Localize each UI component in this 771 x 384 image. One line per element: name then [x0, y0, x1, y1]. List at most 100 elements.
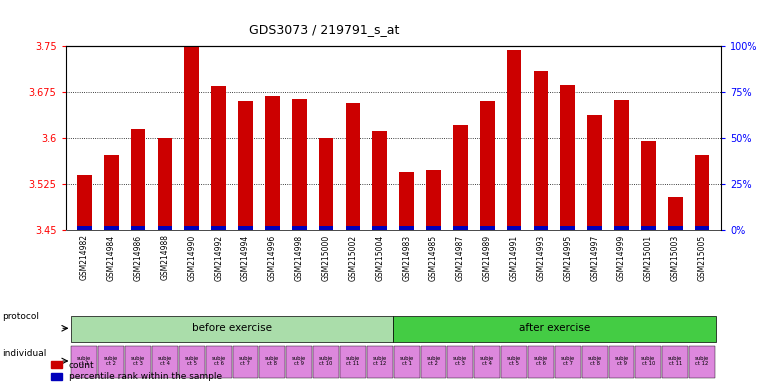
Text: subje
ct 4: subje ct 4 [158, 356, 172, 366]
Text: subje
ct 2: subje ct 2 [104, 356, 118, 366]
Bar [157, 226, 172, 230]
Text: subje
ct 8: subje ct 8 [265, 356, 279, 366]
Text: GSM214988: GSM214988 [160, 234, 170, 280]
FancyBboxPatch shape [421, 346, 446, 378]
Bar [668, 197, 682, 230]
Text: GSM214982: GSM214982 [80, 234, 89, 280]
FancyBboxPatch shape [689, 346, 715, 378]
Text: subje
ct 7: subje ct 7 [238, 356, 253, 366]
Text: GSM215001: GSM215001 [644, 234, 653, 281]
Bar [265, 96, 280, 230]
Text: subje
ct 2: subje ct 2 [426, 356, 440, 366]
Bar [480, 226, 495, 230]
Text: subje
ct 11: subje ct 11 [668, 356, 682, 366]
Bar [480, 101, 495, 230]
FancyBboxPatch shape [179, 346, 204, 378]
FancyBboxPatch shape [72, 346, 97, 378]
Bar [614, 100, 629, 230]
FancyBboxPatch shape [447, 346, 473, 378]
Bar [588, 226, 602, 230]
FancyBboxPatch shape [125, 346, 151, 378]
Bar [695, 226, 709, 230]
Text: GSM214986: GSM214986 [133, 234, 143, 281]
Bar [372, 226, 387, 230]
FancyBboxPatch shape [394, 346, 419, 378]
Text: GSM214990: GSM214990 [187, 234, 197, 281]
FancyBboxPatch shape [662, 346, 689, 378]
Bar [399, 226, 414, 230]
Text: GDS3073 / 219791_s_at: GDS3073 / 219791_s_at [248, 23, 399, 36]
Text: GSM215004: GSM215004 [375, 234, 384, 281]
Bar [211, 226, 226, 230]
Bar [77, 175, 92, 230]
Text: GSM214996: GSM214996 [268, 234, 277, 281]
Text: GSM214997: GSM214997 [590, 234, 599, 281]
Bar [453, 226, 468, 230]
Text: subje
ct 9: subje ct 9 [614, 356, 628, 366]
Text: subje
ct 1: subje ct 1 [77, 356, 92, 366]
Bar [453, 125, 468, 230]
Text: subje
ct 6: subje ct 6 [211, 356, 226, 366]
Text: before exercise: before exercise [192, 323, 272, 333]
Bar [426, 170, 441, 230]
FancyBboxPatch shape [393, 316, 715, 342]
Text: GSM214985: GSM214985 [429, 234, 438, 281]
FancyBboxPatch shape [555, 346, 581, 378]
Text: GSM214994: GSM214994 [241, 234, 250, 281]
Bar [291, 99, 307, 230]
Bar [211, 86, 226, 230]
Bar [104, 226, 119, 230]
Text: GSM215002: GSM215002 [348, 234, 358, 281]
Bar [291, 226, 307, 230]
Bar [130, 129, 146, 230]
Bar [318, 226, 333, 230]
Text: GSM214993: GSM214993 [537, 234, 545, 281]
Bar [265, 226, 280, 230]
Text: GSM214992: GSM214992 [214, 234, 223, 281]
Text: GSM214984: GSM214984 [106, 234, 116, 281]
Text: after exercise: after exercise [519, 323, 590, 333]
Bar [318, 138, 333, 230]
FancyBboxPatch shape [528, 346, 554, 378]
Text: subje
ct 9: subje ct 9 [292, 356, 306, 366]
Bar [561, 85, 575, 230]
FancyBboxPatch shape [340, 346, 365, 378]
Text: subje
ct 11: subje ct 11 [346, 356, 360, 366]
FancyBboxPatch shape [313, 346, 339, 378]
Bar [695, 156, 709, 230]
Text: subje
ct 5: subje ct 5 [507, 356, 521, 366]
Text: subje
ct 10: subje ct 10 [641, 356, 655, 366]
Bar [426, 226, 441, 230]
Bar [507, 50, 521, 230]
Bar [372, 131, 387, 230]
Text: subje
ct 1: subje ct 1 [399, 356, 414, 366]
Bar [77, 226, 92, 230]
Bar [104, 155, 119, 230]
Text: GSM214989: GSM214989 [483, 234, 492, 281]
Bar [345, 103, 360, 230]
Bar [345, 226, 360, 230]
FancyBboxPatch shape [99, 346, 124, 378]
FancyBboxPatch shape [501, 346, 527, 378]
Text: GSM214995: GSM214995 [564, 234, 572, 281]
Text: subje
ct 6: subje ct 6 [534, 356, 548, 366]
Bar [399, 172, 414, 230]
Text: subje
ct 3: subje ct 3 [131, 356, 145, 366]
Legend: count, percentile rank within the sample: count, percentile rank within the sample [51, 361, 222, 381]
FancyBboxPatch shape [71, 316, 393, 342]
Bar [534, 226, 548, 230]
Bar [238, 226, 253, 230]
FancyBboxPatch shape [582, 346, 608, 378]
Text: subje
ct 3: subje ct 3 [453, 356, 467, 366]
Text: GSM215000: GSM215000 [322, 234, 331, 281]
Text: subje
ct 12: subje ct 12 [695, 356, 709, 366]
FancyBboxPatch shape [474, 346, 500, 378]
Bar [588, 116, 602, 230]
Text: subje
ct 8: subje ct 8 [588, 356, 602, 366]
FancyBboxPatch shape [152, 346, 178, 378]
Text: GSM214987: GSM214987 [456, 234, 465, 281]
Text: subje
ct 5: subje ct 5 [184, 356, 199, 366]
Text: protocol: protocol [2, 312, 39, 321]
Text: GSM214999: GSM214999 [617, 234, 626, 281]
Text: GSM214998: GSM214998 [295, 234, 304, 281]
